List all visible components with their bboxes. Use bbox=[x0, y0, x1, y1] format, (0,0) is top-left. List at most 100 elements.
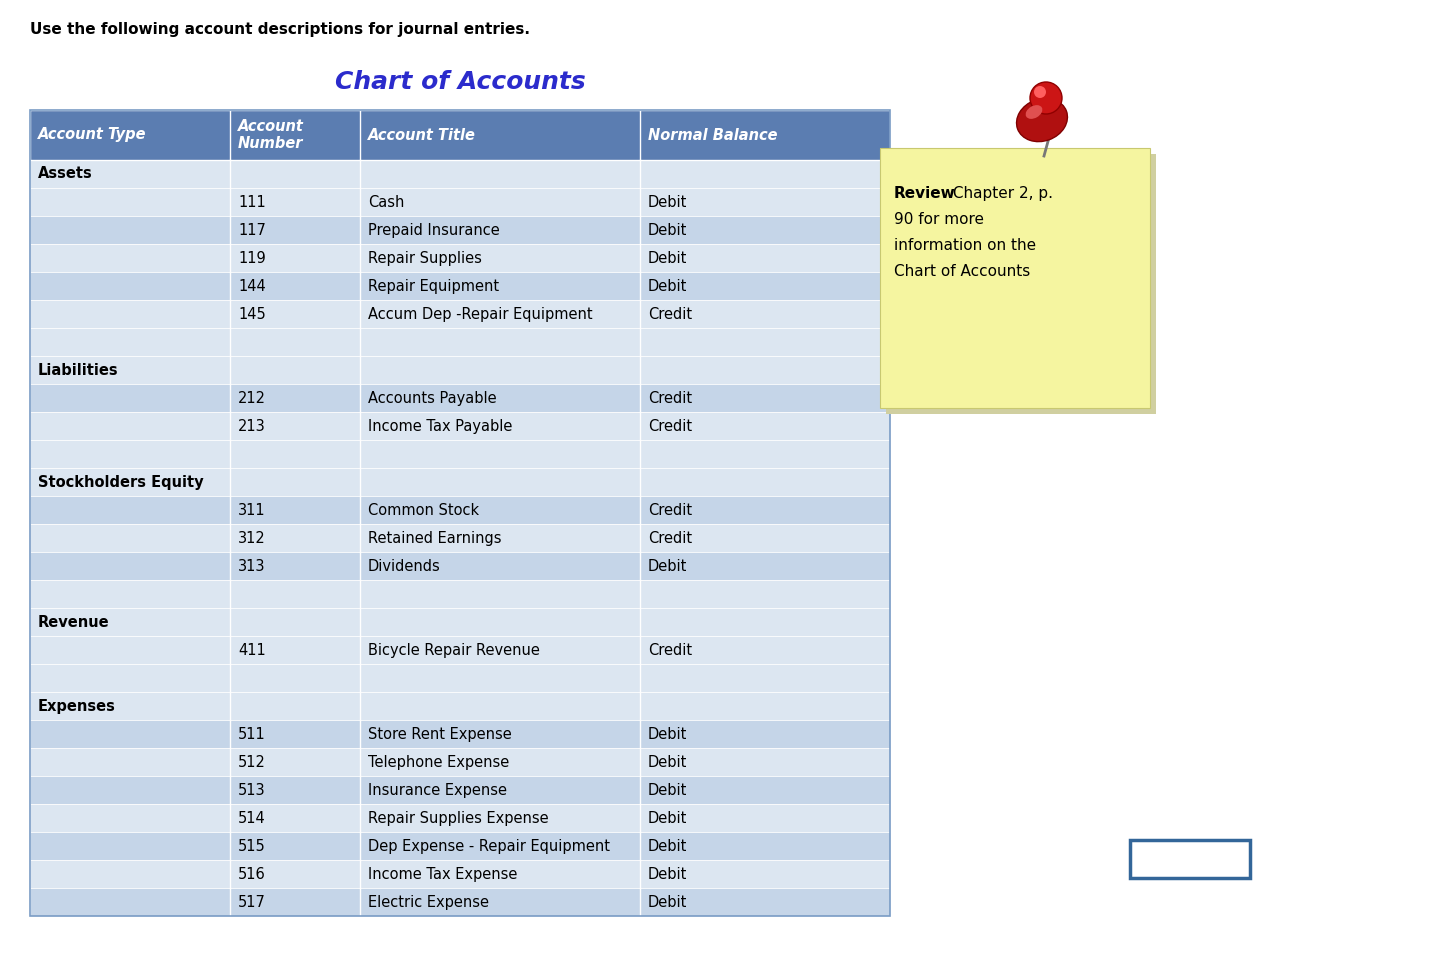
Text: 145: 145 bbox=[237, 307, 266, 321]
Text: Prepaid Insurance: Prepaid Insurance bbox=[368, 222, 500, 237]
Text: Debit: Debit bbox=[649, 559, 688, 573]
Text: information on the: information on the bbox=[893, 238, 1037, 253]
Text: Electric Expense: Electric Expense bbox=[368, 895, 489, 909]
Bar bbox=[30, 300, 891, 328]
Text: 117: 117 bbox=[237, 222, 266, 237]
Bar bbox=[30, 412, 891, 440]
Text: 511: 511 bbox=[237, 726, 266, 742]
Text: 90 for more: 90 for more bbox=[893, 212, 985, 227]
Text: Repair Supplies Expense: Repair Supplies Expense bbox=[368, 810, 549, 825]
Text: 313: 313 bbox=[237, 559, 265, 573]
Bar bbox=[30, 272, 891, 300]
Bar bbox=[880, 148, 1150, 408]
Bar bbox=[30, 188, 891, 216]
Circle shape bbox=[1030, 82, 1061, 114]
Text: Accounts Payable: Accounts Payable bbox=[368, 390, 497, 406]
Text: 515: 515 bbox=[237, 839, 266, 854]
Text: 311: 311 bbox=[237, 503, 265, 517]
Text: Use the following account descriptions for journal entries.: Use the following account descriptions f… bbox=[30, 22, 530, 37]
Text: 514: 514 bbox=[237, 810, 266, 825]
Bar bbox=[30, 664, 891, 692]
Bar bbox=[30, 692, 891, 720]
Bar bbox=[30, 748, 891, 776]
Bar bbox=[30, 244, 891, 272]
Bar bbox=[30, 776, 891, 804]
Bar bbox=[30, 888, 891, 916]
Text: Dividends: Dividends bbox=[368, 559, 440, 573]
Text: Assets: Assets bbox=[38, 167, 93, 181]
Bar bbox=[1129, 840, 1250, 878]
Text: Debit: Debit bbox=[649, 726, 688, 742]
Text: 213: 213 bbox=[237, 418, 266, 433]
Text: Income Tax Payable: Income Tax Payable bbox=[368, 418, 513, 433]
Text: Common Stock: Common Stock bbox=[368, 503, 479, 517]
Ellipse shape bbox=[1025, 105, 1043, 119]
Bar bbox=[30, 440, 891, 468]
Text: Debit: Debit bbox=[649, 810, 688, 825]
Bar bbox=[30, 160, 891, 188]
Bar bbox=[30, 804, 891, 832]
Text: Account Title: Account Title bbox=[368, 127, 476, 142]
Bar bbox=[30, 720, 891, 748]
Text: Stockholders Equity: Stockholders Equity bbox=[38, 474, 204, 489]
Text: Telephone Expense: Telephone Expense bbox=[368, 755, 510, 769]
Text: Debit: Debit bbox=[649, 755, 688, 769]
Text: Normal Balance: Normal Balance bbox=[649, 127, 778, 142]
Text: Accum Dep -Repair Equipment: Accum Dep -Repair Equipment bbox=[368, 307, 592, 321]
Bar bbox=[30, 110, 891, 160]
Bar bbox=[30, 216, 891, 244]
Ellipse shape bbox=[1016, 98, 1067, 142]
Text: 411: 411 bbox=[237, 643, 266, 658]
Bar bbox=[30, 608, 891, 636]
Bar bbox=[30, 496, 891, 524]
Bar bbox=[30, 580, 891, 608]
Text: Debit: Debit bbox=[649, 222, 688, 237]
Text: Dep Expense - Repair Equipment: Dep Expense - Repair Equipment bbox=[368, 839, 610, 854]
Text: 312: 312 bbox=[237, 530, 266, 546]
Text: Credit: Credit bbox=[649, 390, 692, 406]
Text: Debit: Debit bbox=[649, 251, 688, 266]
Text: Repair Supplies: Repair Supplies bbox=[368, 251, 482, 266]
Text: 144: 144 bbox=[237, 278, 266, 293]
Text: Store Rent Expense: Store Rent Expense bbox=[368, 726, 511, 742]
Text: Debit: Debit bbox=[649, 895, 688, 909]
Text: Chapter 2, p.: Chapter 2, p. bbox=[948, 186, 1053, 201]
Text: Debit: Debit bbox=[649, 194, 688, 210]
Text: Chart of Accounts: Chart of Accounts bbox=[334, 70, 585, 94]
Text: 513: 513 bbox=[237, 782, 265, 798]
Text: Credit: Credit bbox=[649, 503, 692, 517]
Text: Credit: Credit bbox=[649, 530, 692, 546]
Text: Bicycle Repair Revenue: Bicycle Repair Revenue bbox=[368, 643, 540, 658]
Text: Account Type: Account Type bbox=[38, 127, 146, 142]
Text: Debit: Debit bbox=[649, 278, 688, 293]
Bar bbox=[30, 384, 891, 412]
Text: Credit: Credit bbox=[649, 643, 692, 658]
Bar bbox=[30, 110, 891, 916]
Text: 212: 212 bbox=[237, 390, 266, 406]
Bar bbox=[30, 860, 891, 888]
Bar bbox=[886, 154, 1156, 414]
Text: Debit: Debit bbox=[649, 866, 688, 881]
Text: Cash: Cash bbox=[368, 194, 404, 210]
Text: Credit: Credit bbox=[649, 418, 692, 433]
Text: Chart of Accounts: Chart of Accounts bbox=[893, 264, 1030, 279]
Text: 516: 516 bbox=[237, 866, 266, 881]
Text: Revenue: Revenue bbox=[38, 614, 110, 629]
Bar bbox=[30, 636, 891, 664]
Text: 111: 111 bbox=[237, 194, 266, 210]
Text: Review: Review bbox=[893, 186, 956, 201]
Bar bbox=[30, 524, 891, 552]
Text: Credit: Credit bbox=[649, 307, 692, 321]
Text: Insurance Expense: Insurance Expense bbox=[368, 782, 507, 798]
Bar bbox=[30, 832, 891, 860]
Text: 119: 119 bbox=[237, 251, 266, 266]
Text: Income Tax Expense: Income Tax Expense bbox=[368, 866, 517, 881]
Text: Account
Number: Account Number bbox=[237, 119, 304, 151]
Text: Retained Earnings: Retained Earnings bbox=[368, 530, 501, 546]
Bar bbox=[30, 468, 891, 496]
Text: 512: 512 bbox=[237, 755, 266, 769]
Bar bbox=[30, 552, 891, 580]
Text: Liabilities: Liabilities bbox=[38, 363, 119, 377]
Bar bbox=[30, 356, 891, 384]
Text: Expenses: Expenses bbox=[38, 699, 116, 713]
